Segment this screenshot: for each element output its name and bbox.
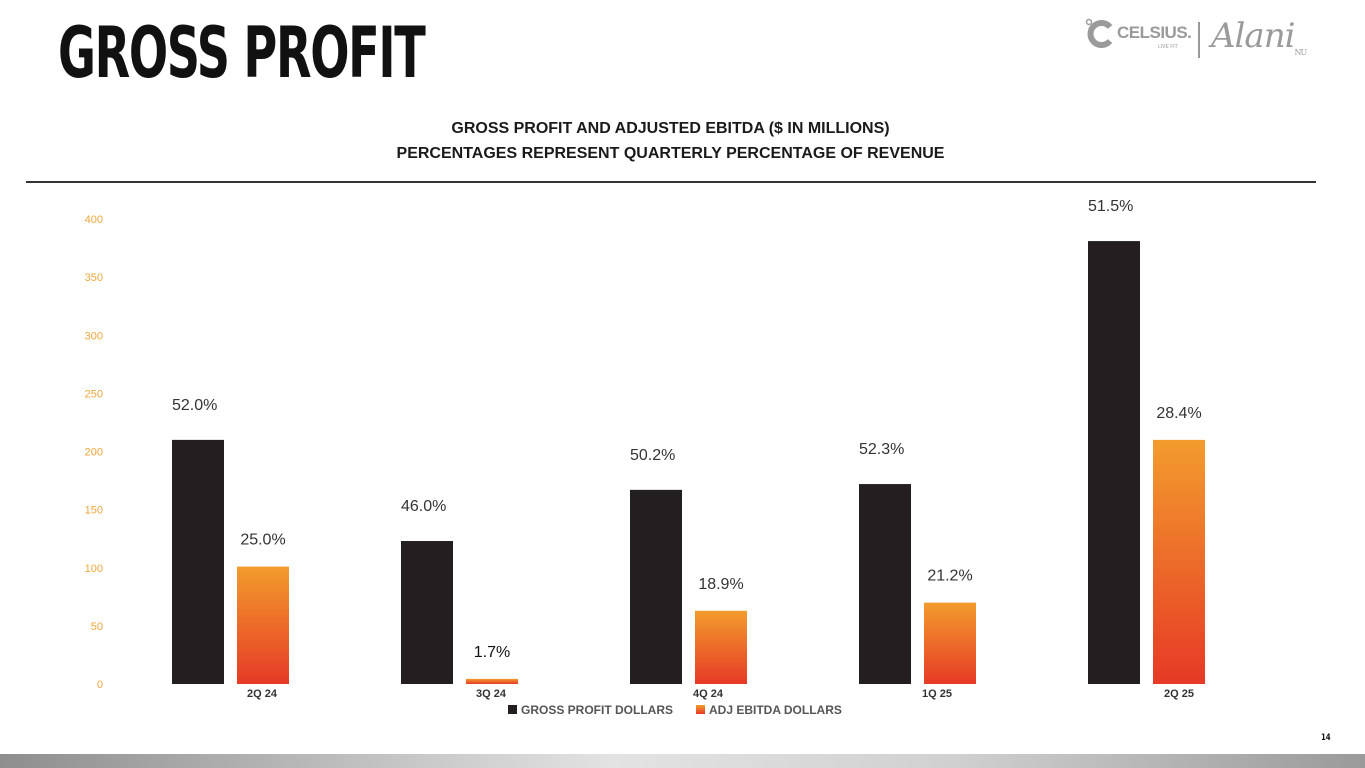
data-label-adj-ebitda: 28.4%	[1156, 405, 1201, 422]
x-tick-label: 1Q 25	[922, 688, 952, 700]
legend-label: GROSS PROFIT DOLLARS	[521, 703, 673, 717]
x-tick-label: 4Q 24	[693, 688, 724, 700]
bar-adj-ebitda	[1153, 439, 1205, 684]
data-label-adj-ebitda: 18.9%	[698, 576, 743, 593]
bar-adj-ebitda	[924, 602, 976, 684]
y-tick-label: 400	[85, 214, 103, 226]
bar-gross-profit	[172, 439, 224, 684]
page-title: GROSS PROFIT	[58, 12, 426, 94]
chart-subtitle-line1: GROSS PROFIT AND ADJUSTED EBITDA ($ IN M…	[451, 120, 890, 137]
y-tick-label: 0	[97, 679, 103, 691]
y-tick-label: 350	[85, 272, 103, 284]
data-label-adj-ebitda: 21.2%	[927, 568, 972, 585]
data-label-gross-profit: 46.0%	[401, 498, 446, 515]
legend-swatch	[508, 705, 517, 714]
bar-adj-ebitda	[466, 678, 518, 684]
y-axis: 0 50 100 150 200 250 300 350 400	[85, 214, 103, 691]
data-label-gross-profit: 52.0%	[172, 397, 217, 414]
x-axis: 2Q 24 3Q 24 4Q 24 1Q 25 2Q 25	[247, 688, 1194, 700]
chart-subtitle-line2: PERCENTAGES REPRESENT QUARTERLY PERCENTA…	[396, 145, 945, 162]
logo-divider	[1198, 22, 1200, 58]
x-tick-label: 3Q 24	[476, 688, 507, 700]
alani-logo: AlaniNU	[1211, 16, 1307, 57]
celsius-tagline: LIVE FIT	[1158, 44, 1178, 50]
y-tick-label: 250	[85, 388, 103, 400]
bar-gross-profit	[1088, 241, 1140, 684]
bar-adj-ebitda	[695, 610, 747, 684]
data-label-adj-ebitda: 25.0%	[240, 532, 285, 549]
celsius-wordmark: CELSIUS.	[1117, 23, 1192, 42]
legend-label: ADJ EBITDA DOLLARS	[709, 703, 842, 717]
bar-gross-profit	[859, 484, 911, 684]
alani-wordmark: Alani	[1211, 16, 1295, 56]
footer-bar	[0, 754, 1365, 768]
bar-adj-ebitda	[237, 566, 289, 684]
bar-gross-profit	[630, 489, 682, 684]
x-tick-label: 2Q 25	[1164, 688, 1194, 700]
bar-gross-profit	[401, 541, 453, 684]
alani-suffix: NU	[1294, 47, 1307, 57]
data-label-gross-profit: 50.2%	[630, 447, 675, 464]
chart-legend: GROSS PROFIT DOLLARS ADJ EBITDA DOLLARS	[508, 703, 842, 717]
legend-swatch	[696, 705, 705, 714]
bar-series: 52.0% 25.0% 46.0% 1.7% 50.2% 18.9% 52.3% 21.2% 5…	[172, 198, 1205, 684]
y-tick-label: 200	[85, 447, 103, 459]
y-tick-label: 300	[85, 330, 103, 342]
celsius-logo: CELSIUS. LIVE FIT	[1085, 18, 1192, 50]
brand-logos: CELSIUS. LIVE FIT AlaniNU	[1077, 16, 1337, 66]
data-label-adj-ebitda: 1.7%	[474, 644, 510, 661]
celsius-c-icon	[1085, 18, 1113, 48]
data-label-gross-profit: 52.3%	[859, 441, 904, 458]
y-tick-label: 150	[85, 505, 103, 517]
y-tick-label: 100	[85, 563, 103, 575]
gross-profit-chart: 0 50 100 150 200 250 300 350 400 52.0% 25.0% 46.0%…	[85, 198, 1205, 717]
header-divider	[26, 181, 1316, 183]
page-number: 14	[1321, 733, 1331, 743]
x-tick-label: 2Q 24	[247, 688, 278, 700]
data-label-gross-profit: 51.5%	[1088, 198, 1133, 215]
y-tick-label: 50	[91, 621, 103, 633]
